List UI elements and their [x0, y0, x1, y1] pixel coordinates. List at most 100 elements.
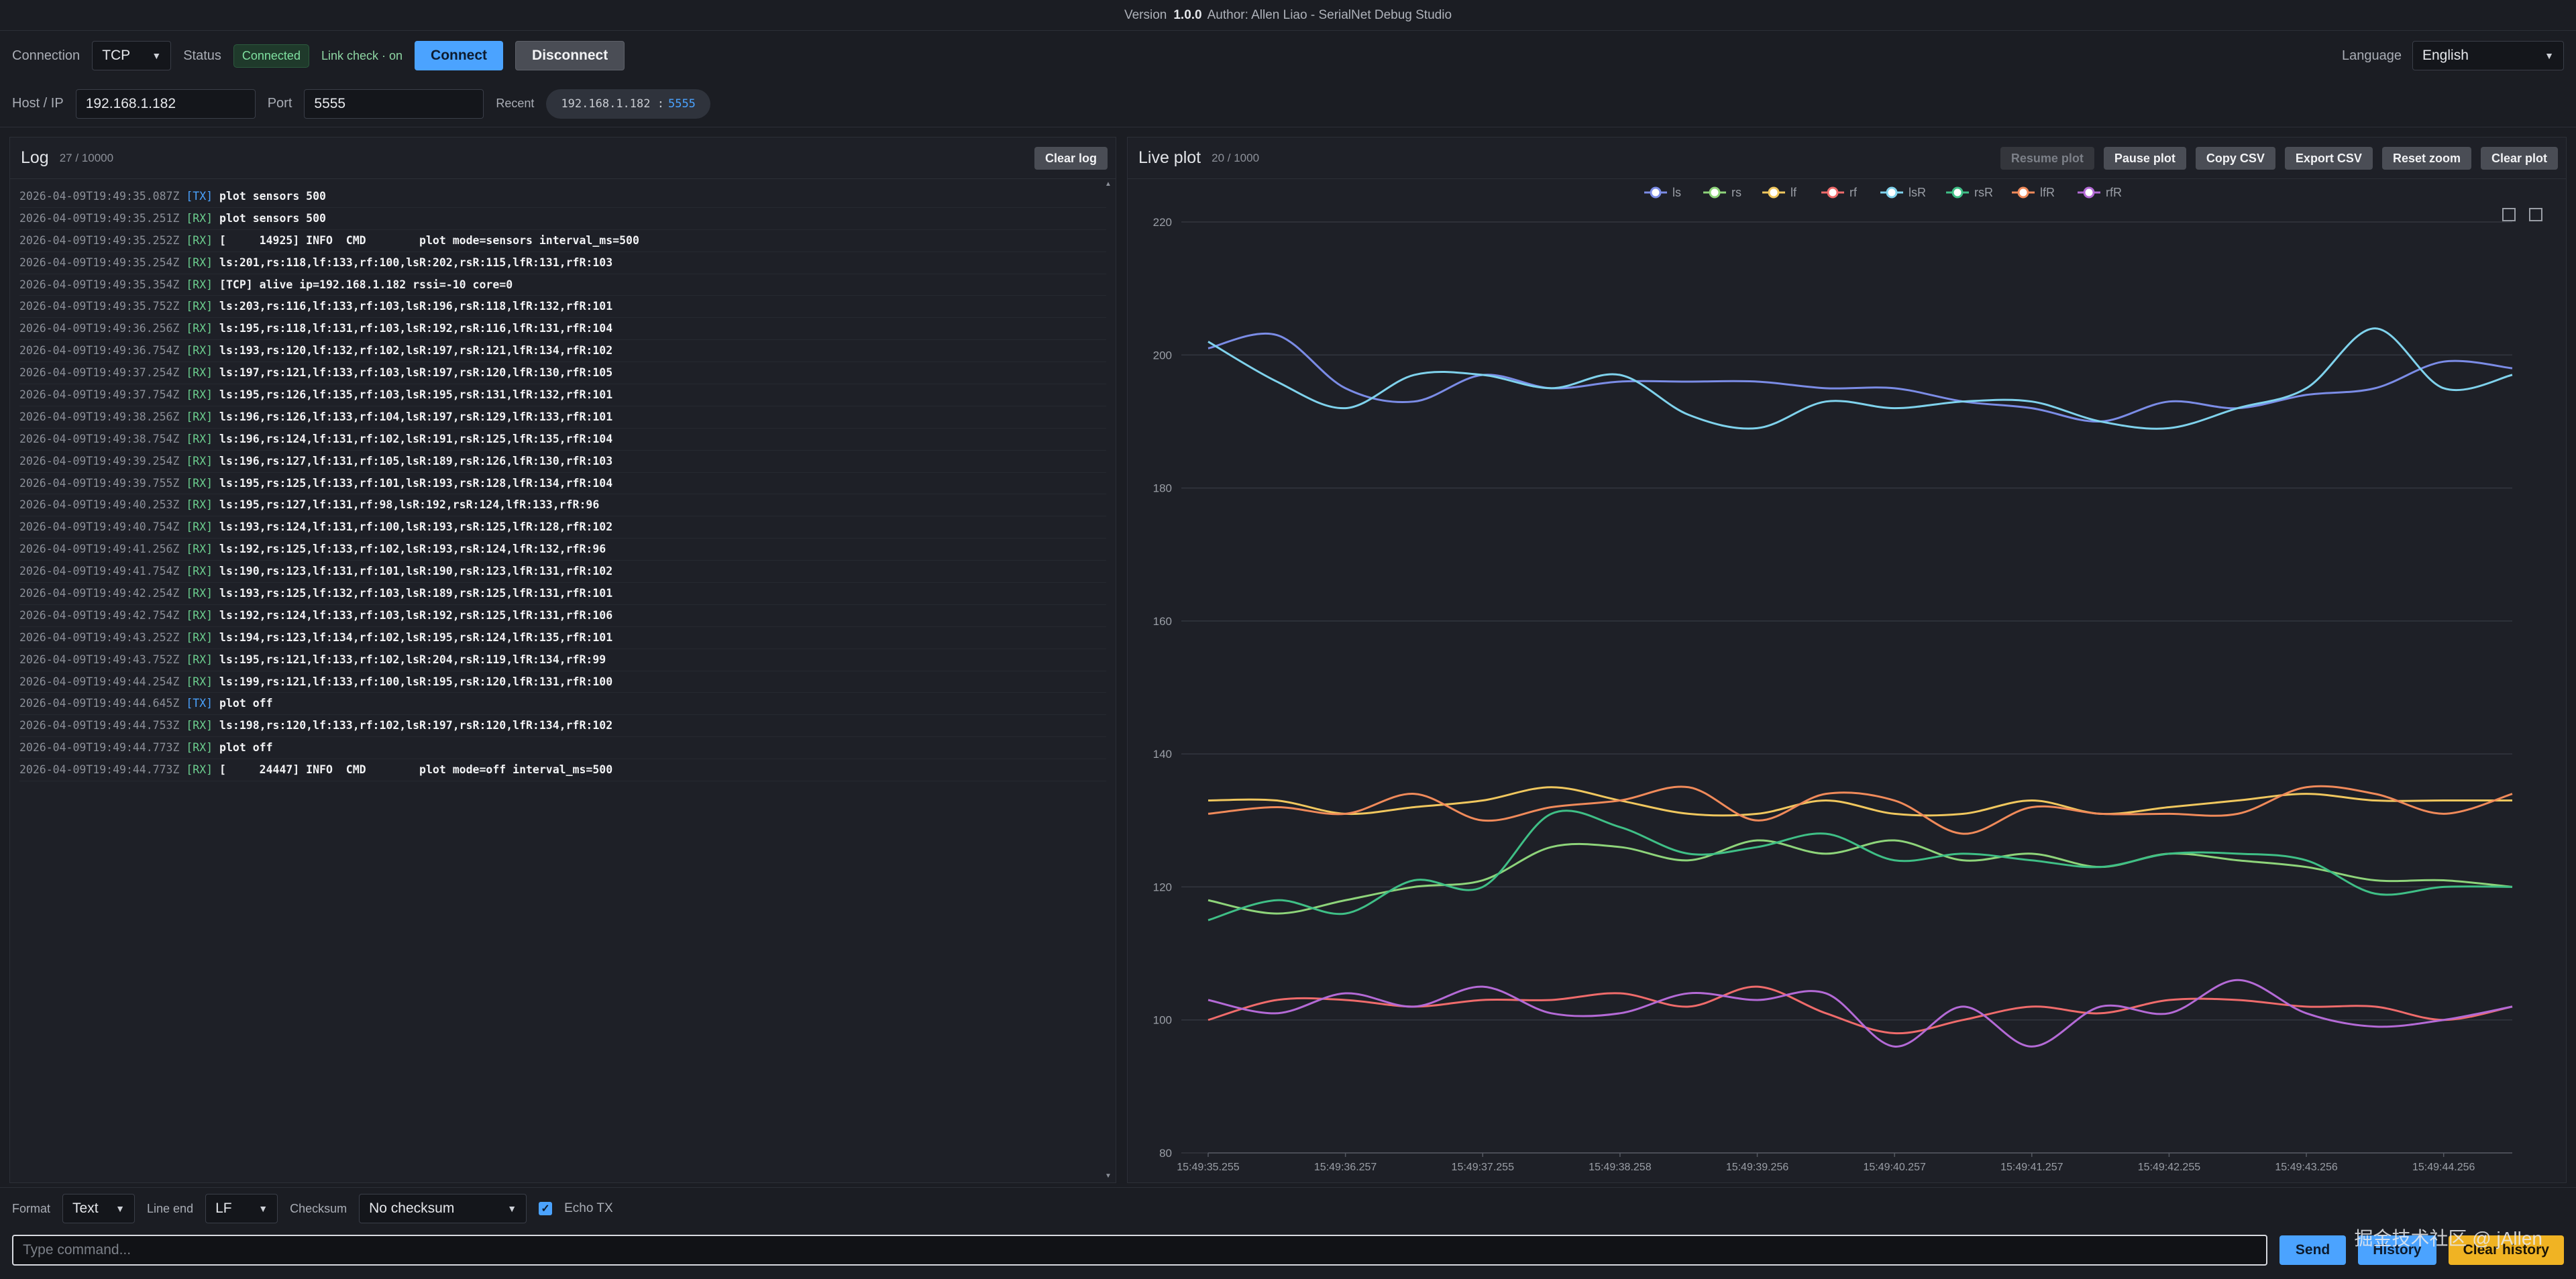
link-check-indicator: Link check · on: [321, 48, 403, 62]
recent-connection-chip[interactable]: 192.168.1.182 : 5555: [546, 89, 710, 119]
legend-item-rfR[interactable]: rfR: [2078, 186, 2122, 199]
log-message: ls:193,rs:120,lf:132,rf:102,lsR:197,rsR:…: [219, 344, 613, 357]
log-direction-tag: [RX]: [186, 410, 213, 423]
log-line: 2026-04-09T19:49:38.754Z [RX] ls:196,rs:…: [19, 429, 1106, 451]
x-tick-label: 15:49:37.255: [1452, 1162, 1515, 1173]
log-line: 2026-04-09T19:49:35.252Z [RX] [ 14925] I…: [19, 230, 1106, 252]
log-line: 2026-04-09T19:49:44.753Z [RX] ls:198,rs:…: [19, 715, 1106, 738]
connect-button[interactable]: Connect: [415, 41, 504, 70]
log-timestamp: 2026-04-09T19:49:40.253Z: [19, 498, 180, 512]
pause-plot-button[interactable]: Pause plot: [2103, 147, 2186, 170]
legend-label: rsR: [1974, 186, 1993, 199]
format-select[interactable]: Text ▼: [62, 1194, 136, 1223]
legend-label: lfR: [2040, 186, 2055, 199]
x-tick-label: 15:49:40.257: [1863, 1162, 1926, 1173]
log-line: 2026-04-09T19:49:36.256Z [RX] ls:195,rs:…: [19, 318, 1106, 341]
scroll-up-icon[interactable]: ▲: [1105, 180, 1112, 188]
resume-plot-button[interactable]: Resume plot: [2000, 147, 2094, 170]
live-plot-chart[interactable]: 80 100 120 140 160 180 200 220 15:49:35.255 15:49…: [1128, 179, 2566, 1182]
log-line: 2026-04-09T19:49:44.645Z [TX] plot off: [19, 693, 1106, 716]
log-message: ls:198,rs:120,lf:133,rf:102,lsR:197,rsR:…: [219, 719, 613, 732]
zoom-reset-icon[interactable]: [2529, 208, 2542, 221]
x-tick-label: 15:49:38.258: [1589, 1162, 1652, 1173]
log-message: ls:195,rs:127,lf:131,rf:98,lsR:192,rsR:1…: [219, 498, 600, 512]
log-timestamp: 2026-04-09T19:49:42.754Z: [19, 608, 180, 622]
connection-type-select[interactable]: TCP ▼: [92, 41, 172, 70]
command-input[interactable]: Type command...: [12, 1235, 2267, 1266]
series-line-lfR: [1208, 785, 2513, 835]
legend-item-lfR[interactable]: lfR: [2012, 186, 2055, 199]
chevron-down-icon: ▼: [2544, 50, 2554, 61]
log-message: ls:197,rs:121,lf:133,rf:103,lsR:197,rsR:…: [219, 366, 613, 380]
scroll-down-icon[interactable]: ▼: [1105, 1172, 1112, 1180]
clear-log-button[interactable]: Clear log: [1034, 147, 1108, 170]
log-direction-tag: [RX]: [186, 543, 213, 556]
legend-item-ls[interactable]: ls: [1644, 186, 1681, 199]
log-direction-tag: [RX]: [186, 322, 213, 335]
log-count: 27 / 10000: [59, 151, 114, 164]
log-timestamp: 2026-04-09T19:49:41.256Z: [19, 543, 180, 556]
language-select[interactable]: English ▼: [2412, 41, 2564, 70]
legend-label: lsR: [1909, 186, 1926, 199]
host-input[interactable]: 192.168.1.182: [75, 89, 256, 119]
y-tick-label: 180: [1153, 482, 1172, 495]
log-direction-tag: [RX]: [186, 498, 213, 512]
log-timestamp: 2026-04-09T19:49:43.752Z: [19, 653, 180, 666]
log-timestamp: 2026-04-09T19:49:35.354Z: [19, 278, 180, 291]
y-tick-label: 140: [1153, 748, 1172, 761]
log-title: Log: [21, 148, 49, 167]
legend-item-lf[interactable]: lf: [1762, 186, 1797, 199]
y-tick-label: 100: [1153, 1014, 1172, 1027]
log-direction-tag: [RX]: [186, 675, 213, 688]
log-direction-tag: [RX]: [186, 565, 213, 578]
series-line-lsR: [1208, 327, 2513, 430]
log-line: 2026-04-09T19:49:35.254Z [RX] ls:201,rs:…: [19, 252, 1106, 274]
legend-label: rs: [1731, 186, 1741, 199]
log-line: 2026-04-09T19:49:39.755Z [RX] ls:195,rs:…: [19, 473, 1106, 495]
line-end-select[interactable]: LF ▼: [205, 1194, 278, 1223]
log-message: plot sensors 500: [219, 190, 326, 203]
status-badge: Connected: [233, 44, 309, 68]
log-direction-tag: [RX]: [186, 630, 213, 644]
x-tick-label: 15:49:42.255: [2138, 1162, 2201, 1173]
log-list[interactable]: 2026-04-09T19:49:35.087Z [TX] plot senso…: [10, 179, 1116, 782]
zoom-select-icon[interactable]: [2502, 208, 2516, 221]
log-panel: Log 27 / 10000 Clear log 2026-04-09T19:4…: [9, 137, 1116, 1183]
reset-zoom-button[interactable]: Reset zoom: [2381, 147, 2471, 170]
disconnect-button[interactable]: Disconnect: [515, 41, 625, 70]
status-label: Status: [183, 48, 221, 63]
send-button[interactable]: Send: [2279, 1235, 2347, 1265]
log-direction-tag: [RX]: [186, 211, 213, 225]
language-label: Language: [2342, 48, 2402, 63]
log-direction-tag: [RX]: [186, 719, 213, 732]
log-timestamp: 2026-04-09T19:49:35.087Z: [19, 190, 180, 203]
legend-item-rs[interactable]: rs: [1703, 186, 1741, 199]
log-timestamp: 2026-04-09T19:49:35.752Z: [19, 300, 180, 313]
format-label: Format: [12, 1201, 51, 1215]
log-message: ls:196,rs:127,lf:131,rf:105,lsR:189,rsR:…: [219, 454, 613, 467]
clear-plot-button[interactable]: Clear plot: [2480, 147, 2558, 170]
legend-item-lsR[interactable]: lsR: [1880, 186, 1926, 199]
legend-item-rsR[interactable]: rsR: [1946, 186, 1993, 199]
log-timestamp: 2026-04-09T19:49:44.773Z: [19, 763, 180, 777]
clear-history-button[interactable]: Clear history: [2448, 1235, 2564, 1265]
log-scrollbar[interactable]: ▲ ▼: [1105, 180, 1112, 1180]
log-timestamp: 2026-04-09T19:49:39.254Z: [19, 454, 180, 467]
legend-label: ls: [1672, 186, 1681, 199]
history-button[interactable]: History: [2358, 1235, 2436, 1265]
log-line: 2026-04-09T19:49:44.773Z [RX] plot off: [19, 737, 1106, 760]
log-message: ls:194,rs:123,lf:134,rf:102,lsR:195,rsR:…: [219, 630, 613, 644]
log-line: 2026-04-09T19:49:43.752Z [RX] ls:195,rs:…: [19, 649, 1106, 671]
log-timestamp: 2026-04-09T19:49:39.755Z: [19, 476, 180, 490]
series-line-rf: [1208, 985, 2513, 1035]
export-csv-button[interactable]: Export CSV: [2284, 147, 2373, 170]
log-timestamp: 2026-04-09T19:49:38.256Z: [19, 410, 180, 423]
log-timestamp: 2026-04-09T19:49:35.254Z: [19, 256, 180, 269]
copy-csv-button[interactable]: Copy CSV: [2195, 147, 2275, 170]
app-header: Version 1.0.0 Author: Allen Liao - Seria…: [0, 0, 2576, 31]
checksum-select[interactable]: No checksum ▼: [359, 1194, 527, 1223]
echo-tx-checkbox[interactable]: ✓: [539, 1202, 553, 1215]
log-direction-tag: [RX]: [186, 476, 213, 490]
port-input[interactable]: 5555: [304, 89, 484, 119]
legend-item-rf[interactable]: rf: [1821, 186, 1858, 199]
